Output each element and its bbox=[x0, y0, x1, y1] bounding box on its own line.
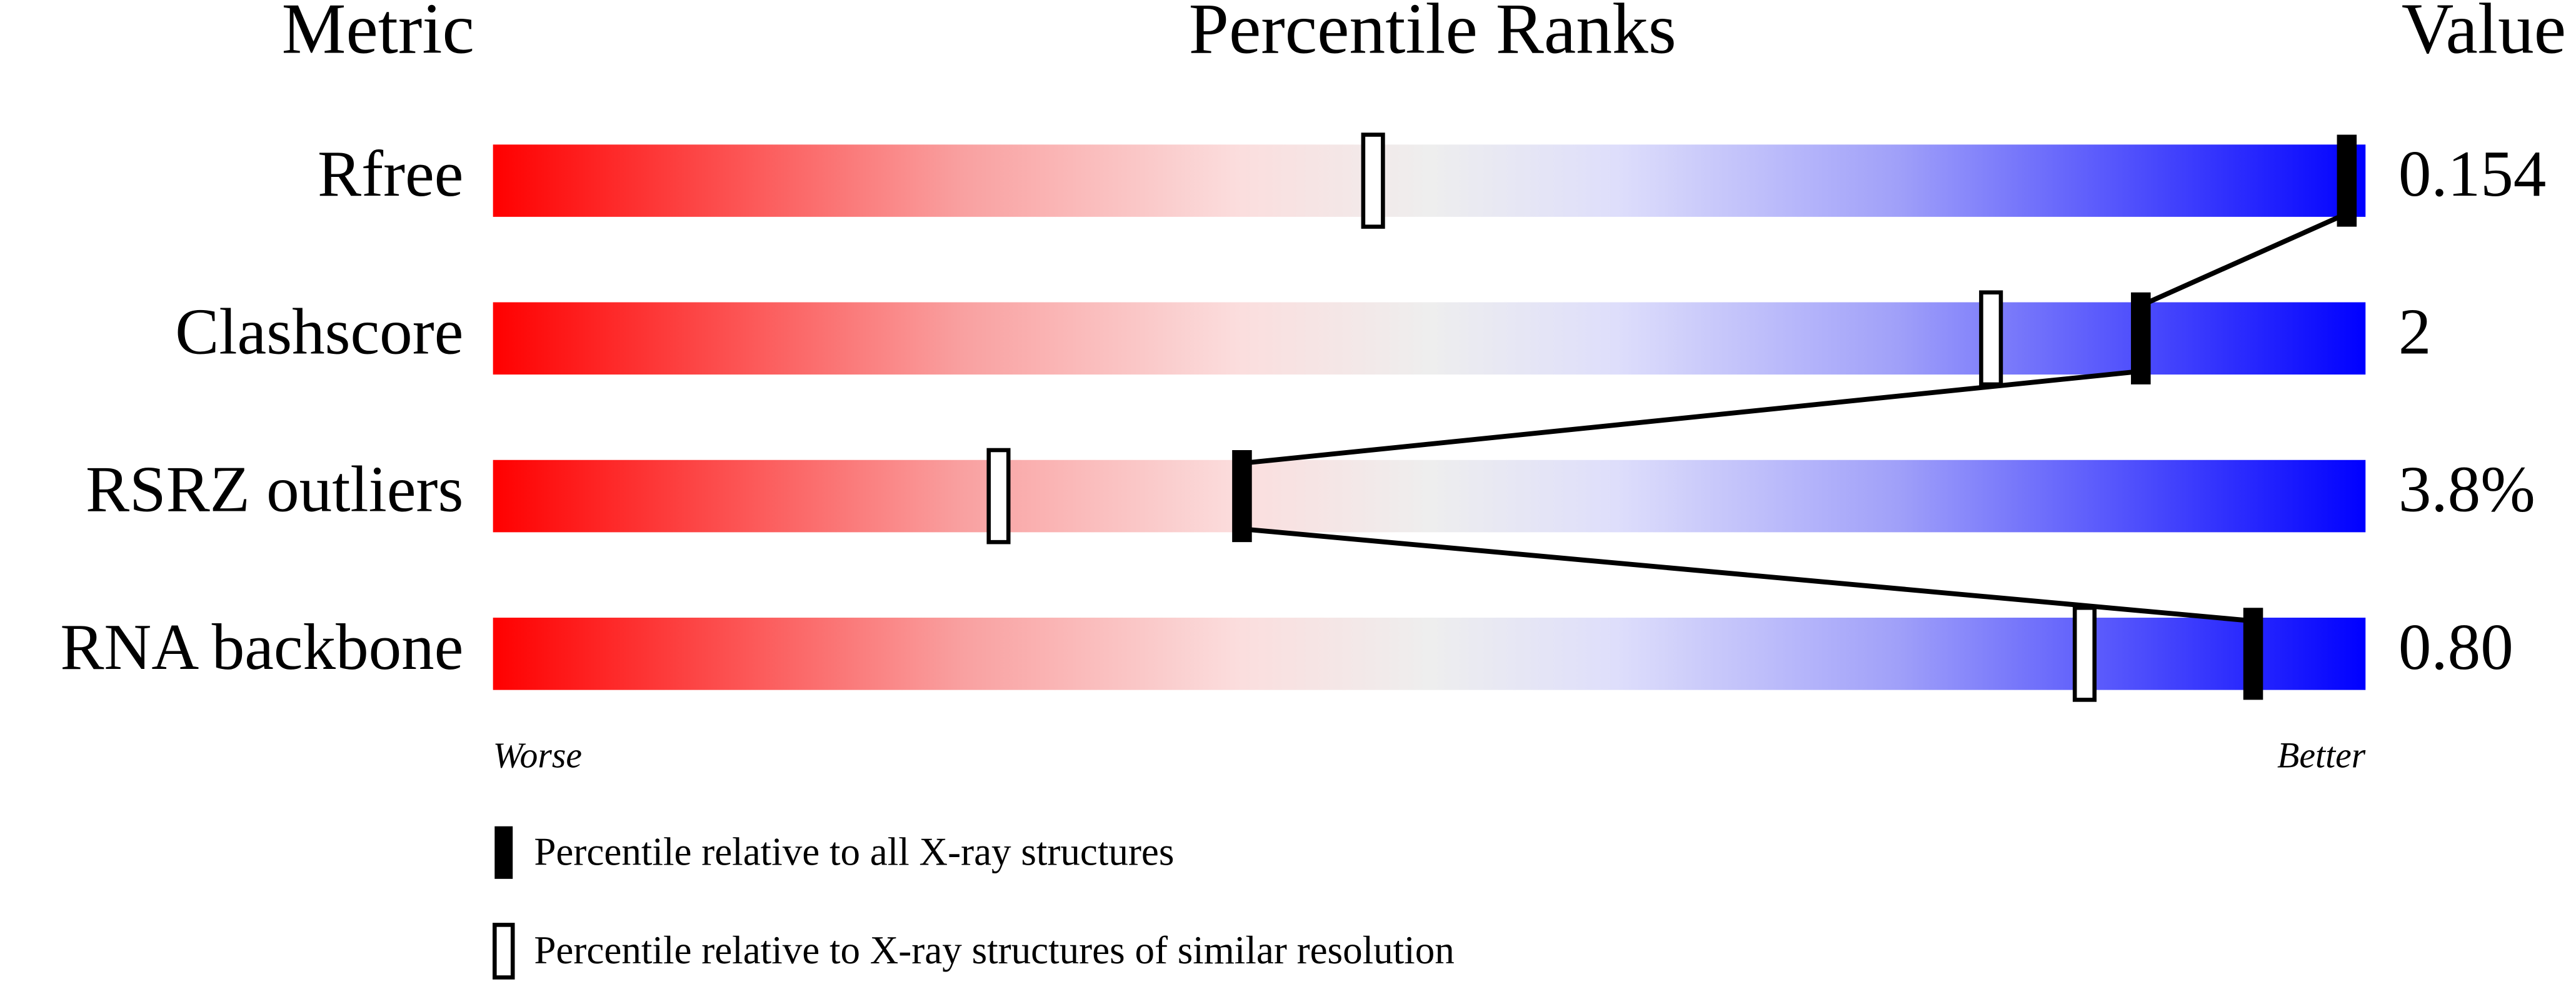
chart-title: Percentile Ranks bbox=[1189, 0, 1676, 69]
metric-label: RSRZ outliers bbox=[86, 453, 463, 526]
connector-line bbox=[1241, 526, 2253, 624]
metric-label: RNA backbone bbox=[60, 610, 463, 683]
metric-value: 0.80 bbox=[2398, 610, 2513, 683]
value-header: Value bbox=[2402, 0, 2566, 69]
better-label: Better bbox=[2277, 735, 2366, 775]
legend-label: Percentile relative to X-ray structures … bbox=[534, 928, 1454, 972]
metric-value: 3.8% bbox=[2398, 453, 2535, 526]
percentile-bar bbox=[493, 618, 2366, 690]
marker-similar bbox=[986, 448, 1011, 545]
marker-similar bbox=[1361, 133, 1385, 229]
connector-line bbox=[1241, 368, 2142, 466]
percentile-bar bbox=[493, 144, 2366, 217]
marker-similar bbox=[2072, 605, 2097, 702]
marker-all bbox=[1232, 449, 1252, 543]
metric-label: Clashscore bbox=[175, 294, 463, 368]
metric-label: Rfree bbox=[318, 137, 463, 210]
marker-all bbox=[2243, 608, 2263, 700]
percentile-bar bbox=[493, 459, 2366, 533]
connector-line bbox=[2140, 211, 2348, 308]
legend-swatch bbox=[494, 826, 513, 879]
worse-label: Worse bbox=[493, 735, 582, 775]
marker-all bbox=[2131, 292, 2151, 384]
legend-label: Percentile relative to all X-ray structu… bbox=[534, 830, 1174, 874]
legend-swatch bbox=[493, 923, 515, 980]
percentile-bar bbox=[493, 302, 2366, 375]
marker-all bbox=[2337, 134, 2357, 227]
metric-value: 0.154 bbox=[2398, 137, 2546, 210]
marker-similar bbox=[1979, 290, 2003, 387]
metric-header: Metric bbox=[282, 0, 474, 69]
metric-value: 2 bbox=[2398, 294, 2432, 368]
